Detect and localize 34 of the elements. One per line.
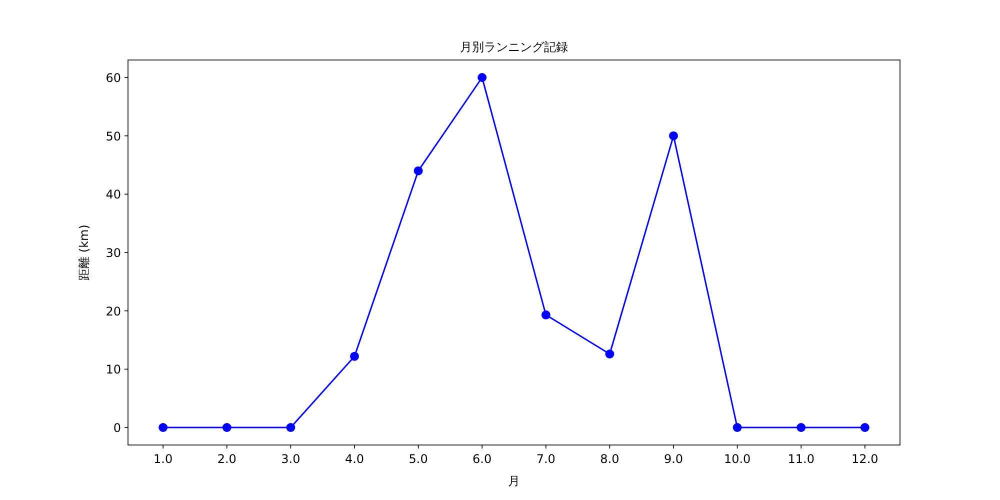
x-tick-label: 12.0 — [852, 452, 878, 466]
y-tick-label: 10 — [106, 362, 121, 377]
x-tick-label: 9.0 — [664, 452, 684, 466]
y-tick-label: 60 — [106, 71, 121, 85]
x-axis-title: 月 — [508, 474, 520, 488]
y-axis-title: 距離 (km) — [77, 224, 91, 280]
x-tick-label: 11.0 — [788, 452, 814, 466]
chart-title: 月別ランニング記録 — [460, 40, 568, 54]
y-tick-label: 40 — [106, 188, 121, 202]
point — [222, 423, 232, 432]
point — [605, 350, 614, 358]
point — [732, 423, 742, 432]
y-tick-label: 50 — [106, 129, 121, 144]
point — [669, 131, 678, 140]
x-tick-label: 4.0 — [344, 452, 364, 466]
x-tick-label: 10.0 — [724, 452, 751, 466]
x-tick-label: 8.0 — [600, 452, 620, 466]
point — [796, 423, 806, 432]
x-tick-label: 2.0 — [217, 452, 236, 466]
point — [541, 310, 550, 320]
point — [286, 423, 296, 432]
y-tick-label: 30 — [106, 246, 121, 260]
point — [414, 166, 423, 176]
point — [350, 352, 359, 361]
point — [860, 423, 870, 432]
x-tick-label: 5.0 — [408, 452, 428, 466]
point — [158, 423, 168, 432]
point — [478, 73, 487, 82]
y-tick-label: 20 — [106, 304, 121, 318]
x-tick-label: 7.0 — [536, 452, 556, 466]
x-tick-label: 3.0 — [281, 452, 300, 466]
x-tick-label: 1.0 — [154, 452, 173, 466]
y-tick-label: 0 — [113, 421, 121, 435]
x-tick-label: 6.0 — [472, 452, 492, 466]
